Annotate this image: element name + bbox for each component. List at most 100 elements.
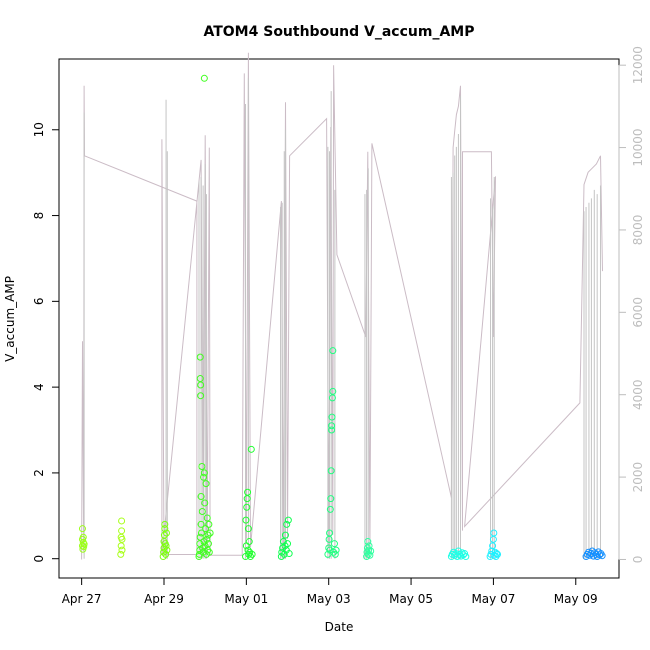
data-point — [204, 531, 212, 539]
y-right-tick-label: 10000 — [631, 128, 645, 166]
data-point — [327, 467, 335, 475]
data-point — [79, 533, 87, 541]
data-point — [244, 488, 252, 496]
data-point — [492, 553, 500, 561]
x-tick-label: Apr 29 — [144, 592, 184, 606]
data-point — [490, 529, 498, 537]
data-point — [281, 531, 289, 539]
data-point — [326, 505, 334, 513]
data-point — [246, 553, 254, 561]
data-point — [598, 552, 606, 560]
data-point — [279, 538, 287, 546]
x-axis: Apr 27 Apr 29 May 01 May 03 May 05 May 07 May … — [62, 577, 598, 606]
data-point — [203, 514, 211, 522]
data-point — [204, 540, 212, 548]
x-tick-label: May 01 — [224, 592, 268, 606]
plot-frame — [58, 58, 620, 579]
data-point — [206, 529, 214, 537]
data-point — [283, 520, 291, 528]
points-layer — [78, 74, 606, 561]
data-point — [247, 445, 255, 453]
data-point — [364, 538, 372, 546]
data-point — [366, 551, 374, 559]
data-point — [205, 520, 213, 528]
y-left-tick-label: 10 — [32, 122, 46, 137]
data-point — [327, 495, 335, 503]
data-point — [161, 520, 169, 528]
data-point — [80, 543, 88, 551]
data-point — [243, 503, 251, 511]
data-point — [330, 540, 338, 548]
y-axis-label: V_accum_AMP — [3, 276, 17, 362]
data-point — [196, 353, 204, 361]
x-tick-label: May 09 — [554, 592, 598, 606]
data-point — [163, 546, 171, 554]
data-point — [200, 473, 208, 481]
data-point — [162, 529, 170, 537]
data-point — [197, 520, 205, 528]
secondary-line-layer — [81, 52, 603, 560]
x-axis-label: Date — [325, 620, 354, 634]
x-tick-label: May 05 — [389, 592, 433, 606]
chart-title: ATOM4 Southbound V_accum_AMP — [203, 24, 474, 40]
y-axis-left: 0 2 4 6 8 10 — [32, 122, 60, 563]
data-point — [200, 74, 208, 82]
data-point — [202, 525, 210, 533]
data-point — [201, 499, 209, 507]
data-point — [493, 550, 501, 558]
data-point — [285, 550, 293, 558]
data-point — [329, 387, 337, 395]
y-right-tick-label: 12000 — [631, 46, 645, 84]
data-point — [118, 527, 126, 535]
data-point — [202, 480, 210, 488]
y-left-tick-label: 2 — [32, 469, 46, 477]
x-tick-label: May 07 — [471, 592, 515, 606]
data-point — [118, 546, 126, 554]
data-point — [200, 469, 208, 477]
secondary-series-line — [81, 52, 603, 560]
data-point — [197, 529, 205, 537]
data-point — [78, 525, 86, 533]
y-left-tick-label: 0 — [32, 555, 46, 563]
y-right-tick-label: 0 — [631, 556, 645, 564]
data-point — [197, 392, 205, 400]
y-left-tick-label: 4 — [32, 383, 46, 391]
data-point — [248, 550, 256, 558]
data-point — [205, 548, 213, 556]
y-left-tick-label: 8 — [32, 212, 46, 220]
data-point — [284, 540, 292, 548]
y-right-tick-label: 2000 — [631, 462, 645, 493]
data-point — [204, 546, 212, 554]
data-point — [489, 535, 497, 543]
data-point — [118, 517, 126, 525]
data-point — [197, 381, 205, 389]
data-point — [284, 516, 292, 524]
data-point — [326, 529, 334, 537]
data-point — [331, 550, 339, 558]
data-point — [197, 493, 205, 501]
data-point — [328, 422, 336, 430]
data-point — [328, 426, 336, 434]
data-point — [117, 550, 125, 558]
data-point — [118, 535, 126, 543]
data-point — [367, 547, 375, 555]
x-tick-label: Apr 27 — [62, 592, 102, 606]
data-point — [280, 550, 288, 558]
y-axis-right: 0 2000 4000 6000 8000 10000 12000 — [618, 46, 645, 564]
data-point — [203, 535, 211, 543]
y-left-tick-label: 6 — [32, 298, 46, 306]
data-point — [161, 525, 169, 533]
data-point — [162, 542, 170, 550]
data-point — [198, 462, 206, 470]
y-right-tick-label: 6000 — [631, 297, 645, 328]
data-point — [117, 542, 125, 550]
data-point — [363, 553, 371, 561]
data-point — [195, 550, 203, 558]
data-point — [244, 525, 252, 533]
data-point — [462, 553, 470, 561]
data-point — [489, 542, 497, 550]
y-right-tick-label: 4000 — [631, 379, 645, 410]
data-point — [245, 538, 253, 546]
data-point — [242, 516, 250, 524]
